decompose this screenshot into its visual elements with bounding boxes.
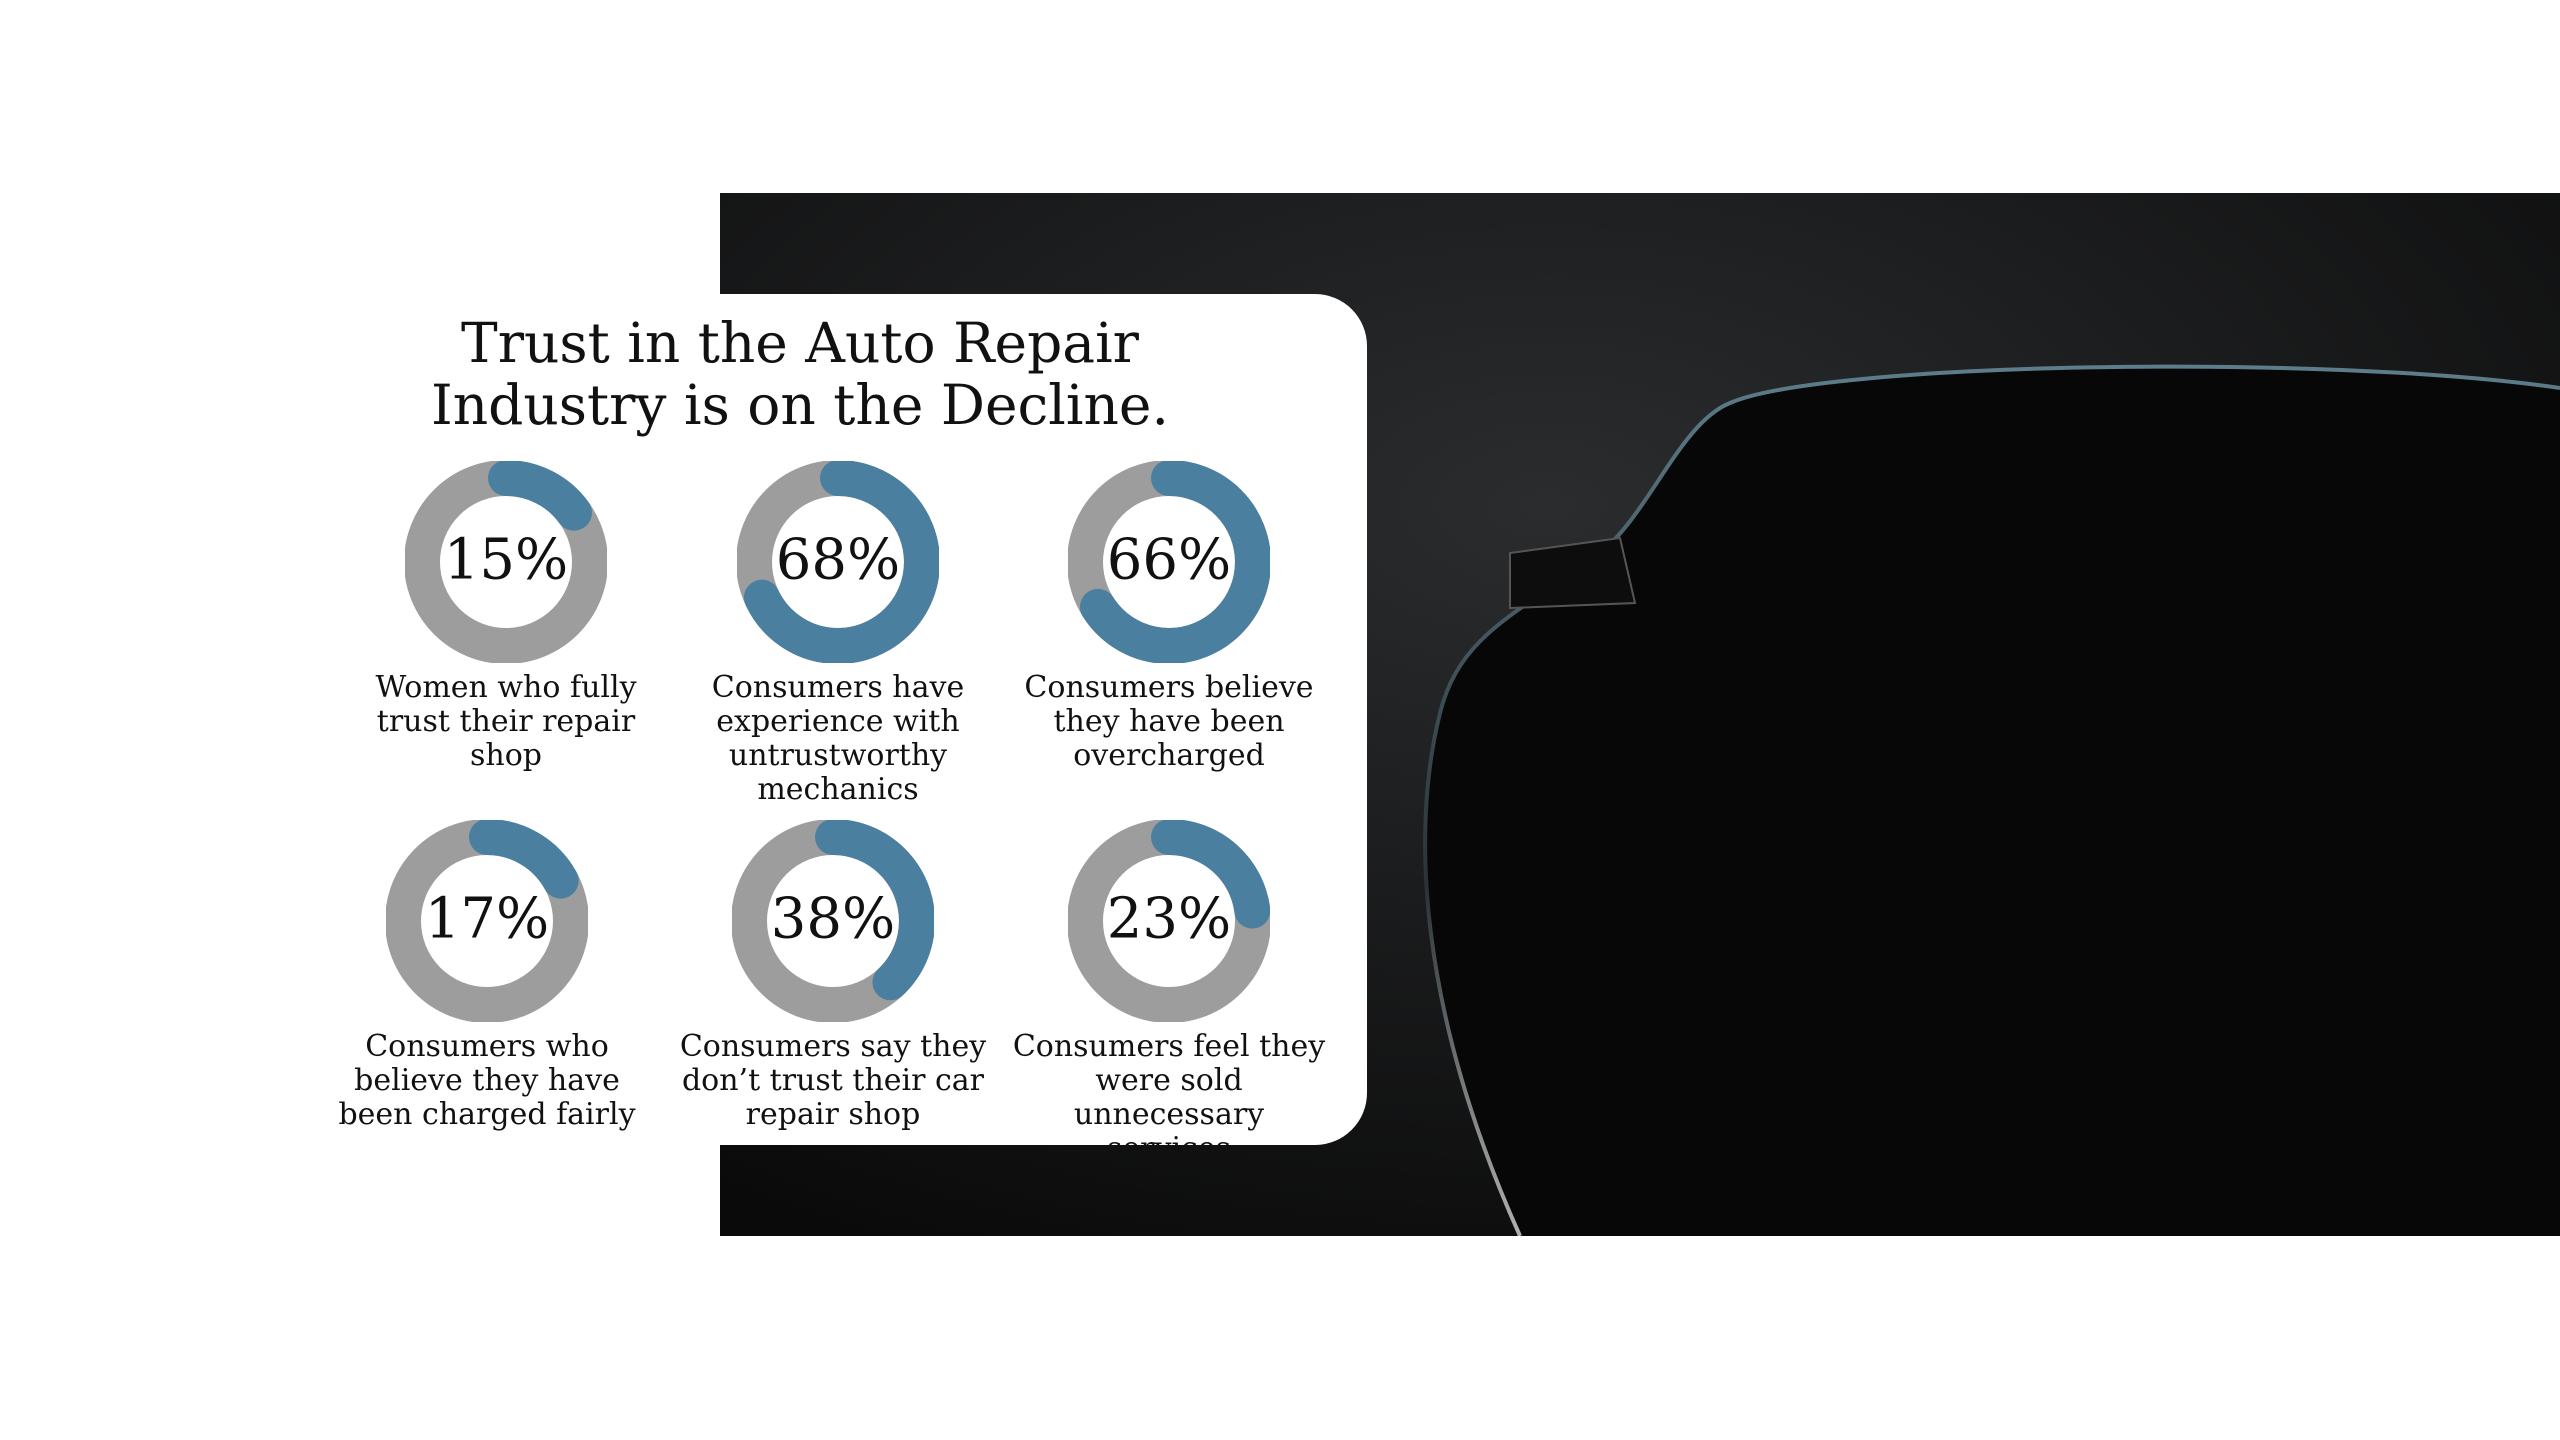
donut-caption: Consumers believe they have been overcha… [1024, 670, 1314, 773]
donut-chart: 17% [386, 820, 588, 1022]
donut-chart: 38% [732, 820, 934, 1022]
title: Trust in the Auto Repair Industry is on … [431, 311, 1169, 437]
donut-arc [386, 820, 588, 1022]
donut-arc [737, 461, 939, 663]
value-label: 38% [771, 887, 895, 952]
value-label: 23% [1107, 887, 1231, 952]
donut-arc [732, 820, 934, 1022]
donut-arc [1068, 461, 1270, 663]
donut-caption: Consumers feel they were sold unnecessar… [1012, 1029, 1326, 1166]
donut-chart: 15% [405, 461, 607, 663]
value-label: 66% [1107, 528, 1231, 593]
donut-caption: Consumers have experience with untrustwo… [711, 670, 965, 807]
donut-chart: 23% [1068, 820, 1270, 1022]
donut-item: 23% Consumers feel they were sold unneces… [1009, 820, 1329, 1166]
donut-item: 66% Consumers believe they have been over… [1009, 461, 1329, 773]
donut-caption: Consumers who believe they have been cha… [338, 1029, 636, 1132]
donut-item: 15% Women who fully trust their repair sh… [346, 461, 666, 773]
donut-arc [405, 461, 607, 663]
donut-item: 38% Consumers say they don’t trust their … [673, 820, 993, 1132]
donut-caption: Consumers say they don’t trust their car… [679, 1029, 987, 1132]
value-label: 15% [444, 528, 568, 593]
donut-item: 17% Consumers who believe they have been … [327, 820, 647, 1132]
donut-item: 68% Consumers have experience with untrus… [678, 461, 998, 807]
donut-caption: Women who fully trust their repair shop [375, 670, 637, 773]
value-label: 68% [776, 528, 900, 593]
donut-chart: 68% [737, 461, 939, 663]
value-label: 17% [425, 887, 549, 952]
donut-arc [1068, 820, 1270, 1022]
donut-chart: 66% [1068, 461, 1270, 663]
